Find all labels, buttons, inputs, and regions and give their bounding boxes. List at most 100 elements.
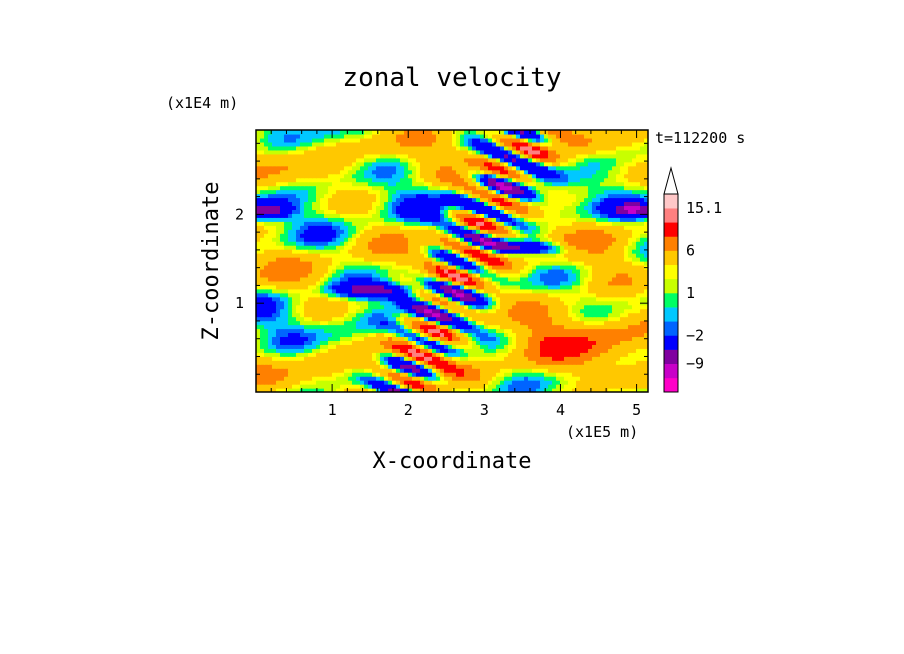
field-cell [372,352,377,357]
field-cell [340,360,345,365]
field-cell [644,209,648,214]
field-cell [604,189,609,195]
field-cell [600,364,605,369]
field-cell [376,253,381,258]
field-cell [440,233,445,238]
field-cell [408,209,413,214]
field-cell [384,384,389,389]
field-cell [312,336,317,341]
field-cell [412,225,417,230]
field-cell [328,304,333,310]
field-cell [612,376,617,381]
field-cell [264,276,269,282]
field-cell [552,308,557,314]
field-cell [368,324,373,330]
field-cell [504,316,509,322]
field-cell [440,253,445,258]
field-cell [476,364,481,369]
field-cell [640,316,645,322]
field-cell [260,320,265,326]
field-cell [408,324,413,330]
field-cell [316,272,321,278]
field-cell [264,189,269,195]
field-cell [340,352,345,357]
field-cell [492,328,497,334]
field-cell [596,324,601,330]
field-cell [604,237,609,242]
field-cell [484,296,489,302]
field-cell [560,340,565,345]
field-cell [492,261,497,266]
field-cell [364,241,369,246]
field-cell [600,292,605,298]
field-cell [264,249,269,254]
field-cell [260,209,265,214]
field-cell [456,249,461,254]
field-cell [436,372,441,377]
field-cell [568,261,573,266]
field-cell [640,221,645,226]
field-cell [356,193,361,199]
field-cell [452,332,457,338]
field-cell [512,276,517,282]
field-cell [320,360,325,365]
field-cell [376,280,381,286]
field-cell [592,268,597,274]
field-cell [596,205,601,210]
field-cell [600,233,605,238]
field-cell [608,217,613,222]
field-cell [340,233,345,238]
field-cell [584,388,589,392]
field-cell [332,384,337,389]
field-cell [388,384,393,389]
field-cell [608,296,613,302]
field-cell [296,312,301,318]
field-cell [552,292,557,298]
field-cell [496,376,501,381]
field-cell [440,380,445,385]
field-cell [356,189,361,195]
field-cell [572,328,577,334]
field-cell [320,356,325,361]
field-cell [260,328,265,334]
field-cell [280,352,285,357]
field-cell [452,284,457,290]
field-cell [356,197,361,203]
field-cell [580,233,585,238]
field-cell [264,344,269,349]
field-cell [408,380,413,385]
field-cell [352,300,357,306]
field-cell [596,189,601,195]
field-cell [476,276,481,282]
field-cell [396,197,401,203]
field-cell [352,292,357,298]
field-cell [484,201,489,207]
field-cell [384,189,389,195]
field-cell [632,217,637,222]
field-cell [344,280,349,286]
field-cell [320,304,325,310]
field-cell [532,257,537,262]
field-cell [528,237,533,242]
field-cell [504,332,509,338]
field-cell [516,201,521,207]
field-cell [276,288,281,294]
field-cell [436,193,441,199]
field-cell [540,261,545,266]
field-cell [428,376,433,381]
field-cell [392,388,397,392]
field-cell [628,388,633,392]
field-cell [364,193,369,199]
field-cell [280,245,285,250]
field-cell [372,225,377,230]
field-cell [412,360,417,365]
field-cell [316,253,321,258]
field-cell [320,201,325,207]
field-cell [528,209,533,214]
field-cell [264,213,269,218]
field-cell [416,304,421,310]
field-cell [256,348,261,353]
field-cell [488,253,493,258]
field-cell [540,288,545,294]
field-cell [404,245,409,250]
